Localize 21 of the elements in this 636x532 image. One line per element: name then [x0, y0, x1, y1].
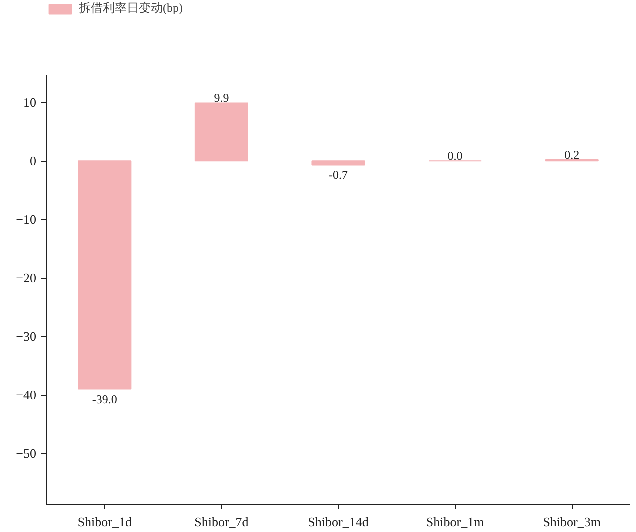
- x-tick-label: Shibor_1m: [426, 514, 484, 530]
- text: 0.0: [448, 149, 463, 164]
- bar: [78, 160, 132, 390]
- y-tick-label: −30: [16, 329, 37, 344]
- y-tick-label: −50: [16, 446, 37, 462]
- x-tick-label: Shibor_1d: [78, 514, 132, 530]
- x-tick-label: Shibor_3m: [543, 514, 602, 530]
- text: 9.9: [214, 91, 230, 106]
- legend-label: 拆借利率日变动(bp): [79, 0, 183, 17]
- x-tick-label: Shibor_7d: [194, 514, 250, 530]
- bar: [312, 160, 366, 166]
- text: -39.0: [92, 392, 118, 406]
- text: 0.2: [564, 148, 580, 162]
- y-tick-label: −10: [16, 212, 37, 228]
- y-tick-label: 0: [30, 154, 36, 169]
- y-tick-label: −20: [16, 270, 37, 286]
- text: -0.7: [329, 168, 348, 182]
- x-tick-label: Shibor_14d: [308, 514, 370, 530]
- y-tick-label: −40: [16, 388, 37, 403]
- y-tick-label: 10: [24, 95, 36, 110]
- bar: [194, 102, 248, 162]
